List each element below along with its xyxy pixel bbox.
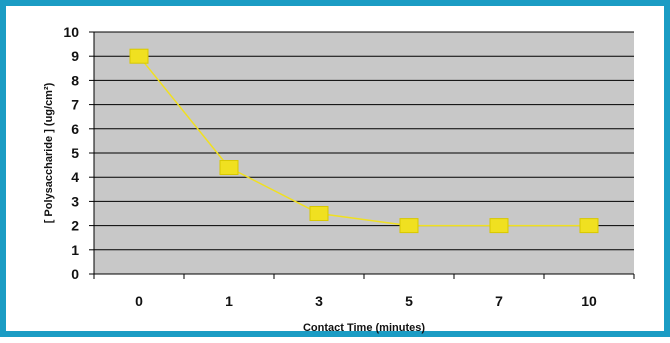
x-axis-title: Contact Time (minutes) bbox=[303, 322, 425, 334]
y-tick-label: 4 bbox=[71, 169, 79, 185]
gridlines bbox=[94, 31, 634, 251]
x-tick-label: 10 bbox=[581, 293, 597, 309]
line-chart: 0 1 2 3 4 5 6 7 8 9 10 0 1 3 5 7 10 Contact Time (minut… bbox=[43, 24, 635, 334]
data-marker bbox=[219, 160, 239, 176]
y-tick-label: 3 bbox=[71, 193, 79, 209]
y-tick-labels: 0 1 2 3 4 5 6 7 8 9 10 bbox=[63, 24, 79, 282]
data-markers bbox=[129, 48, 599, 234]
y-tick-label: 10 bbox=[63, 24, 79, 40]
x-tick-label: 0 bbox=[135, 293, 143, 309]
axes bbox=[89, 31, 635, 279]
data-marker bbox=[309, 206, 329, 221]
data-marker bbox=[399, 218, 419, 234]
data-marker bbox=[129, 48, 149, 64]
x-tick-labels: 0 1 3 5 7 10 bbox=[135, 293, 597, 309]
y-tick-label: 7 bbox=[71, 97, 79, 113]
y-tick-label: 9 bbox=[71, 48, 79, 64]
y-tick-label: 5 bbox=[71, 145, 79, 161]
data-marker bbox=[579, 218, 599, 234]
y-tick-label: 8 bbox=[71, 72, 79, 88]
series-line bbox=[138, 55, 589, 227]
x-tick-label: 7 bbox=[495, 293, 503, 309]
x-tick-label: 1 bbox=[225, 293, 233, 309]
x-tick-label: 5 bbox=[405, 293, 413, 309]
y-tick-label: 6 bbox=[71, 121, 79, 137]
y-axis-title: [ Polysaccharide ] (ug/cm²) bbox=[43, 82, 55, 223]
y-tick-label: 1 bbox=[71, 242, 79, 258]
data-marker bbox=[489, 218, 509, 234]
x-tick-label: 3 bbox=[315, 293, 323, 309]
y-tick-label: 2 bbox=[71, 218, 79, 234]
y-tick-label: 0 bbox=[71, 266, 79, 282]
